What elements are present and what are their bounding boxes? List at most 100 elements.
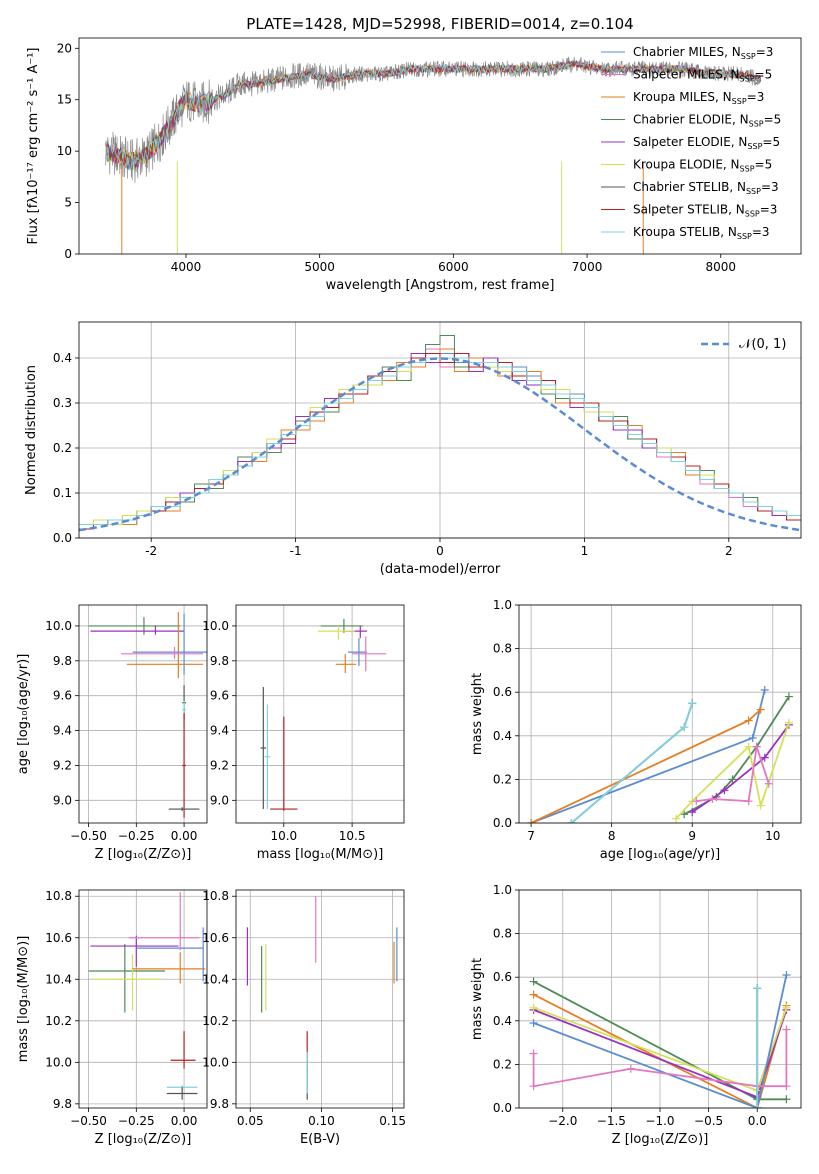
plot-area-age-vs-Z — [88, 611, 207, 818]
y-tick-label: 0.4 — [493, 729, 512, 743]
x-tick-label: 0.15 — [379, 1114, 406, 1128]
plus-marker — [688, 699, 697, 708]
y-tick-label: 0.6 — [493, 685, 512, 699]
plus-marker — [760, 753, 769, 762]
model-spectrum-line — [105, 60, 761, 171]
plus-marker — [529, 1049, 538, 1058]
plot-area-mass-weight-vs-Z — [529, 971, 791, 1108]
x-tick-label: 8000 — [706, 260, 737, 274]
plus-marker — [626, 1064, 635, 1073]
y-axis-label: Flux [fλ10⁻¹⁷ erg cm⁻² s⁻¹ A⁻¹] — [26, 48, 41, 245]
plot-area-residuals — [79, 335, 801, 532]
x-tick-label: −2.0 — [548, 1114, 577, 1128]
y-tick-label: 0.2 — [493, 1057, 512, 1071]
y-tick-label: 9.4 — [53, 724, 72, 738]
plus-marker — [529, 990, 538, 999]
plot-area-mass-weight-vs-age — [527, 686, 793, 823]
axes-frame — [518, 604, 802, 824]
x-tick-label: −0.50 — [70, 1114, 107, 1128]
legend-label: Salpeter MILES, NSSP=5 — [633, 68, 772, 84]
plus-marker — [784, 718, 793, 727]
y-tick-label: 10.8 — [202, 889, 229, 903]
y-tick-label: 10.0 — [202, 1055, 229, 1069]
y-axis-label: Normed distribution — [24, 365, 39, 495]
plus-marker — [756, 801, 765, 810]
plus-marker — [744, 797, 753, 806]
y-tick-label: 0.8 — [493, 927, 512, 941]
x-tick-label: −0.5 — [694, 1114, 723, 1128]
figure-title: PLATE=1428, MJD=52998, FIBERID=0014, z=0… — [246, 15, 633, 33]
plus-marker — [672, 814, 681, 823]
plus-marker — [760, 686, 769, 695]
y-tick-label: 10.0 — [45, 1055, 72, 1069]
y-tick-label: 10.4 — [202, 972, 229, 986]
x-tick-label: 0.0 — [748, 1114, 767, 1128]
x-axis-label: E(B-V) — [300, 1132, 340, 1147]
plus-marker — [567, 819, 576, 823]
y-tick-label: 9.8 — [210, 654, 229, 668]
legend-label: Salpeter STELIB, NSSP=3 — [633, 203, 777, 219]
axes-residuals: -2 -1 0 1 2 0.0 0.1 0.2 0.3 0.4 (data-model)/error… — [24, 321, 802, 577]
plus-marker — [680, 810, 689, 819]
axes-mass-weight-vs-Z: −2.0 −1.5 −1.0 −0.5 0.0 0.0 0.2 0.4 0.6 0.8 1.0 Z [… — [470, 883, 802, 1147]
x-axis-label: (data-model)/error — [380, 562, 501, 577]
axes-frame — [78, 37, 802, 255]
y-axis-label: mass weight — [470, 673, 485, 755]
axes-frame — [235, 604, 405, 824]
plus-marker — [680, 723, 689, 732]
plus-marker — [756, 705, 765, 714]
y-tick-label: 9.6 — [210, 689, 229, 703]
y-tick-label: 0.0 — [493, 816, 512, 830]
x-tick-label: 6000 — [438, 260, 469, 274]
legend-label: Kroupa STELIB, NSSP=3 — [633, 225, 770, 241]
y-tick-label: 10.0 — [45, 619, 72, 633]
plus-marker — [782, 1082, 791, 1091]
y-tick-label: 9.6 — [53, 689, 72, 703]
mass-weight-line — [532, 1029, 788, 1088]
x-tick-label: 9 — [688, 829, 696, 843]
plot-area-mass-vs-EBV — [246, 896, 398, 1100]
x-axis-label: age [log₁₀(age/yr)] — [600, 847, 721, 862]
plus-marker — [764, 779, 773, 788]
y-tick-label: 0.2 — [493, 772, 512, 786]
legend-label: Chabrier MILES, NSSP=3 — [633, 45, 773, 61]
histogram-step — [79, 353, 801, 530]
plus-marker — [728, 775, 737, 784]
y-tick-label: 0.3 — [53, 396, 72, 410]
legend-label: Kroupa ELODIE, NSSP=5 — [633, 158, 772, 174]
y-axis-label: age [log₁₀(age/yr)] — [16, 654, 31, 775]
y-tick-label: 0.6 — [493, 970, 512, 984]
y-tick-label: 10.8 — [45, 889, 72, 903]
plus-marker — [708, 795, 717, 804]
x-tick-label: -2 — [145, 544, 157, 558]
plus-marker — [782, 1003, 791, 1012]
y-tick-label: 10.2 — [202, 1014, 229, 1028]
y-tick-label: 9.0 — [210, 793, 229, 807]
y-tick-label: 9.0 — [53, 793, 72, 807]
plus-marker — [692, 797, 701, 806]
plus-marker — [782, 1095, 791, 1104]
y-tick-label: 0.4 — [53, 351, 72, 365]
y-tick-label: 9.2 — [53, 758, 72, 772]
x-tick-label: 2 — [725, 544, 733, 558]
x-tick-label: 8 — [608, 829, 616, 843]
model-spectrum-line — [105, 59, 761, 170]
x-axis-label: Z [log₁₀(Z/Z⊙)] — [95, 847, 192, 862]
y-tick-label: 0 — [64, 247, 72, 261]
x-tick-label: 7 — [527, 829, 535, 843]
y-tick-label: 1.0 — [493, 883, 512, 897]
y-tick-label: 9.8 — [210, 1097, 229, 1111]
plus-marker — [529, 1082, 538, 1091]
plus-marker — [527, 819, 536, 823]
plus-marker — [784, 692, 793, 701]
normal-curve — [79, 357, 801, 532]
axes-mass-weight-vs-age: 7 8 9 10 0.0 0.2 0.4 0.6 0.8 1.0 age [log₁₀(age/yr… — [470, 598, 802, 862]
x-tick-label: 10.5 — [339, 829, 366, 843]
plus-marker — [782, 1025, 791, 1034]
axes-frame — [518, 889, 802, 1109]
y-tick-label: 0.0 — [53, 531, 72, 545]
axes-spectrum: 4000 5000 6000 7000 8000 0 5 10 15 20 wavelength [… — [26, 37, 802, 293]
y-tick-label: 0.1 — [53, 486, 72, 500]
legend-label: Salpeter ELODIE, NSSP=5 — [633, 135, 780, 151]
